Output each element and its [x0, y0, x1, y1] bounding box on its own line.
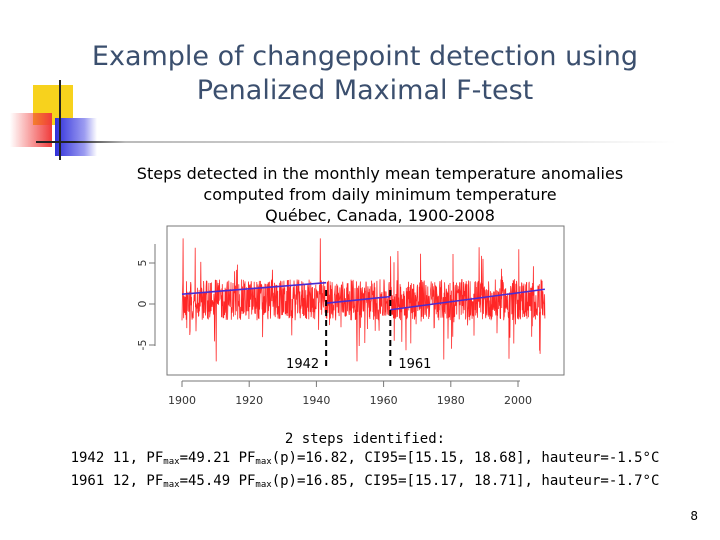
anomaly-series: [181, 238, 546, 362]
x-axis: 1900 1920 1940 1960 1980 2000: [168, 380, 532, 407]
x-tick-label: 1940: [302, 394, 330, 407]
x-tick-label: 2000: [504, 394, 532, 407]
changepoint-label: 1961: [398, 357, 431, 372]
changepoint-label: 1942: [286, 357, 319, 372]
y-tick-label: 0: [136, 301, 149, 308]
decor-blue-square: [55, 118, 97, 156]
step-fit-segment: [181, 281, 327, 295]
y-tick-label: -5: [136, 340, 149, 351]
summary-row-1-prefix: 1942 11, PF: [70, 450, 164, 466]
step-fit-segment: [390, 288, 545, 311]
step-fit-segment: [326, 295, 391, 304]
plot-frame: [166, 225, 565, 376]
summary-row-1: 1942 11, PFmax=49.21 PFmax(p)=16.82, CI9…: [20, 449, 710, 472]
decor-horizontal-rule: [36, 141, 676, 143]
changepoint-markers: 1942 1961: [286, 290, 431, 372]
step-fit-series: [181, 281, 545, 311]
page-number: 8: [690, 509, 698, 523]
detection-summary: 2 steps identified: 1942 11, PFmax=49.21…: [20, 430, 710, 495]
summary-heading: 2 steps identified:: [284, 431, 446, 447]
x-tick-label: 1920: [235, 394, 263, 407]
summary-row-2: 1961 12, PFmax=45.49 PFmax(p)=16.85, CI9…: [20, 472, 710, 495]
y-tick-label: 5: [136, 260, 149, 267]
summary-row-1-max-b: max: [255, 457, 272, 467]
anomaly-line: [181, 238, 546, 362]
decor-vertical-line: [59, 80, 61, 160]
summary-row-1-rest: (p)=16.82, CI95=[15.15, 18.68], hauteur=…: [271, 450, 660, 466]
x-tick-label: 1960: [370, 394, 398, 407]
summary-row-1-mid: =49.21 PF: [179, 450, 256, 466]
summary-row-2-rest: (p)=16.85, CI95=[15.17, 18.71], hauteur=…: [271, 473, 660, 489]
summary-row-2-prefix: 1961 12, PF: [70, 473, 164, 489]
summary-row-1-max-a: max: [163, 457, 180, 467]
y-axis: -5 0 5: [136, 244, 156, 351]
x-tick-label: 1900: [168, 394, 196, 407]
summary-row-2-max-a: max: [163, 480, 180, 490]
summary-row-2-mid: =45.49 PF: [179, 473, 256, 489]
slide-title: Example of changepoint detection using P…: [91, 41, 639, 106]
x-tick-label: 1980: [437, 394, 465, 407]
chart-caption: Steps detected in the monthly mean tempe…: [136, 164, 624, 225]
summary-row-2-max-b: max: [255, 480, 272, 490]
